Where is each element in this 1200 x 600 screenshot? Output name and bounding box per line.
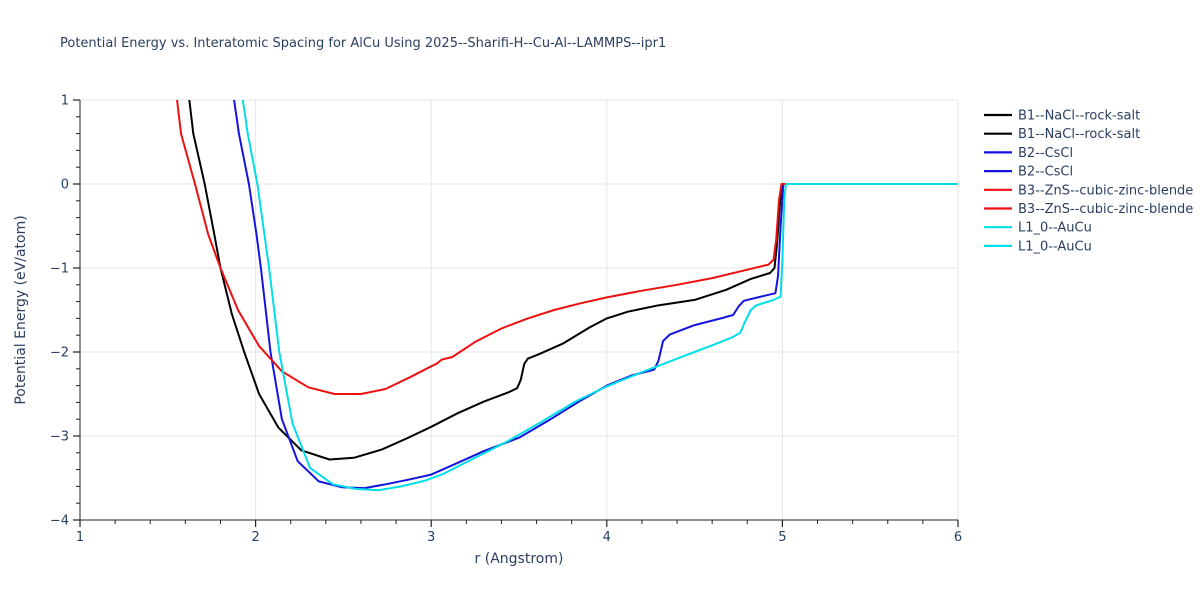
- legend-label: B1--NaCl--rock-salt: [1018, 109, 1140, 124]
- x-tick-label: 5: [778, 530, 786, 545]
- y-tick-label: −2: [50, 346, 69, 361]
- legend-item[interactable]: B1--NaCl--rock-salt: [984, 109, 1140, 124]
- chart-title: Potential Energy vs. Interatomic Spacing…: [60, 36, 666, 51]
- series-group: [176, 100, 958, 492]
- legend-item[interactable]: B2--CsCl: [984, 165, 1073, 180]
- x-tick-label: 4: [603, 530, 611, 545]
- x-tick-label: 2: [251, 530, 259, 545]
- legend-label: L1_0--AuCu: [1018, 239, 1092, 254]
- x-tick-label: 3: [427, 530, 435, 545]
- legend-label: B3--ZnS--cubic-zinc-blende: [1018, 202, 1193, 217]
- legend-label: B2--CsCl: [1018, 146, 1073, 161]
- x-tick-label: 6: [954, 530, 962, 545]
- gridlines: [80, 99, 959, 520]
- y-tick-label: −1: [50, 262, 69, 277]
- axes: [79, 100, 958, 521]
- series-curve: [233, 100, 958, 490]
- y-axis-label: Potential Energy (eV/atom): [13, 215, 29, 404]
- x-axis-label: r (Angstrom): [475, 551, 564, 567]
- legend-label: L1_0--AuCu: [1018, 221, 1092, 236]
- legend-item[interactable]: B2--CsCl: [984, 146, 1073, 161]
- major-ticks: 1 2 3 4 5 6 1 0 −1 −2 −3 −4: [50, 94, 962, 546]
- x-tick-label: 1: [76, 530, 84, 545]
- legend-item[interactable]: B3--ZnS--cubic-zinc-blende: [984, 183, 1193, 198]
- legend-item[interactable]: L1_0--AuCu: [984, 239, 1092, 254]
- y-tick-label: −4: [50, 514, 69, 529]
- y-tick-label: 1: [61, 94, 69, 109]
- y-tick-label: −3: [50, 430, 69, 445]
- minor-ticks: [76, 116, 924, 524]
- series-curve: [241, 100, 958, 492]
- legend-item[interactable]: B3--ZnS--cubic-zinc-blende: [984, 202, 1193, 217]
- legend: B1--NaCl--rock-salt B1--NaCl--rock-salt B2…: [984, 109, 1193, 254]
- legend-label: B2--CsCl: [1018, 165, 1073, 180]
- legend-label: B1--NaCl--rock-salt: [1018, 127, 1140, 142]
- legend-label: B3--ZnS--cubic-zinc-blende: [1018, 183, 1193, 198]
- legend-item[interactable]: L1_0--AuCu: [984, 221, 1092, 236]
- y-tick-label: 0: [61, 178, 69, 193]
- series-curve: [188, 100, 958, 461]
- legend-item[interactable]: B1--NaCl--rock-salt: [984, 127, 1140, 142]
- series-curve: [176, 100, 958, 395]
